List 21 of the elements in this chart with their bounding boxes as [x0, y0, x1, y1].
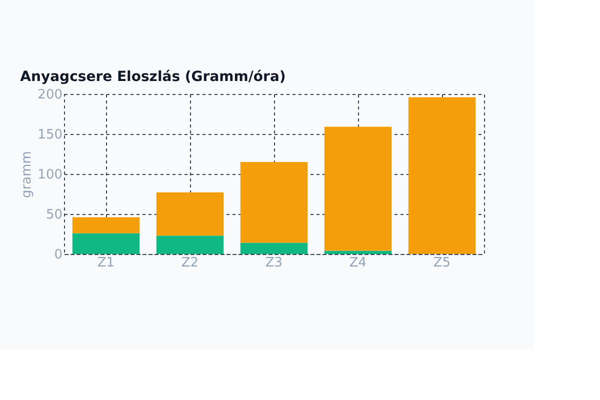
x-tick-label: Z2: [181, 256, 199, 270]
y-axis-title: gramm: [20, 151, 35, 198]
bar: [72, 217, 140, 234]
bar: [324, 250, 392, 254]
y-tick-label: 0: [54, 248, 62, 262]
bar: [72, 233, 140, 254]
chart-title: Anyagcsere Eloszlás (Gramm/óra): [20, 69, 286, 85]
bar: [240, 242, 308, 254]
y-tick-label: 50: [46, 208, 62, 222]
bar: [156, 236, 224, 254]
y-tick-label: 100: [38, 168, 62, 182]
bar: [240, 162, 308, 243]
y-tick-label: 200: [38, 88, 62, 102]
bar: [156, 192, 224, 236]
x-tick-label: Z5: [433, 256, 451, 270]
x-tick-label: Z4: [349, 256, 367, 270]
x-tick-label: Z1: [97, 256, 115, 270]
x-tick-label: Z3: [265, 256, 283, 270]
bar: [408, 97, 476, 254]
bar: [324, 126, 392, 251]
y-tick-label: 150: [38, 128, 62, 142]
